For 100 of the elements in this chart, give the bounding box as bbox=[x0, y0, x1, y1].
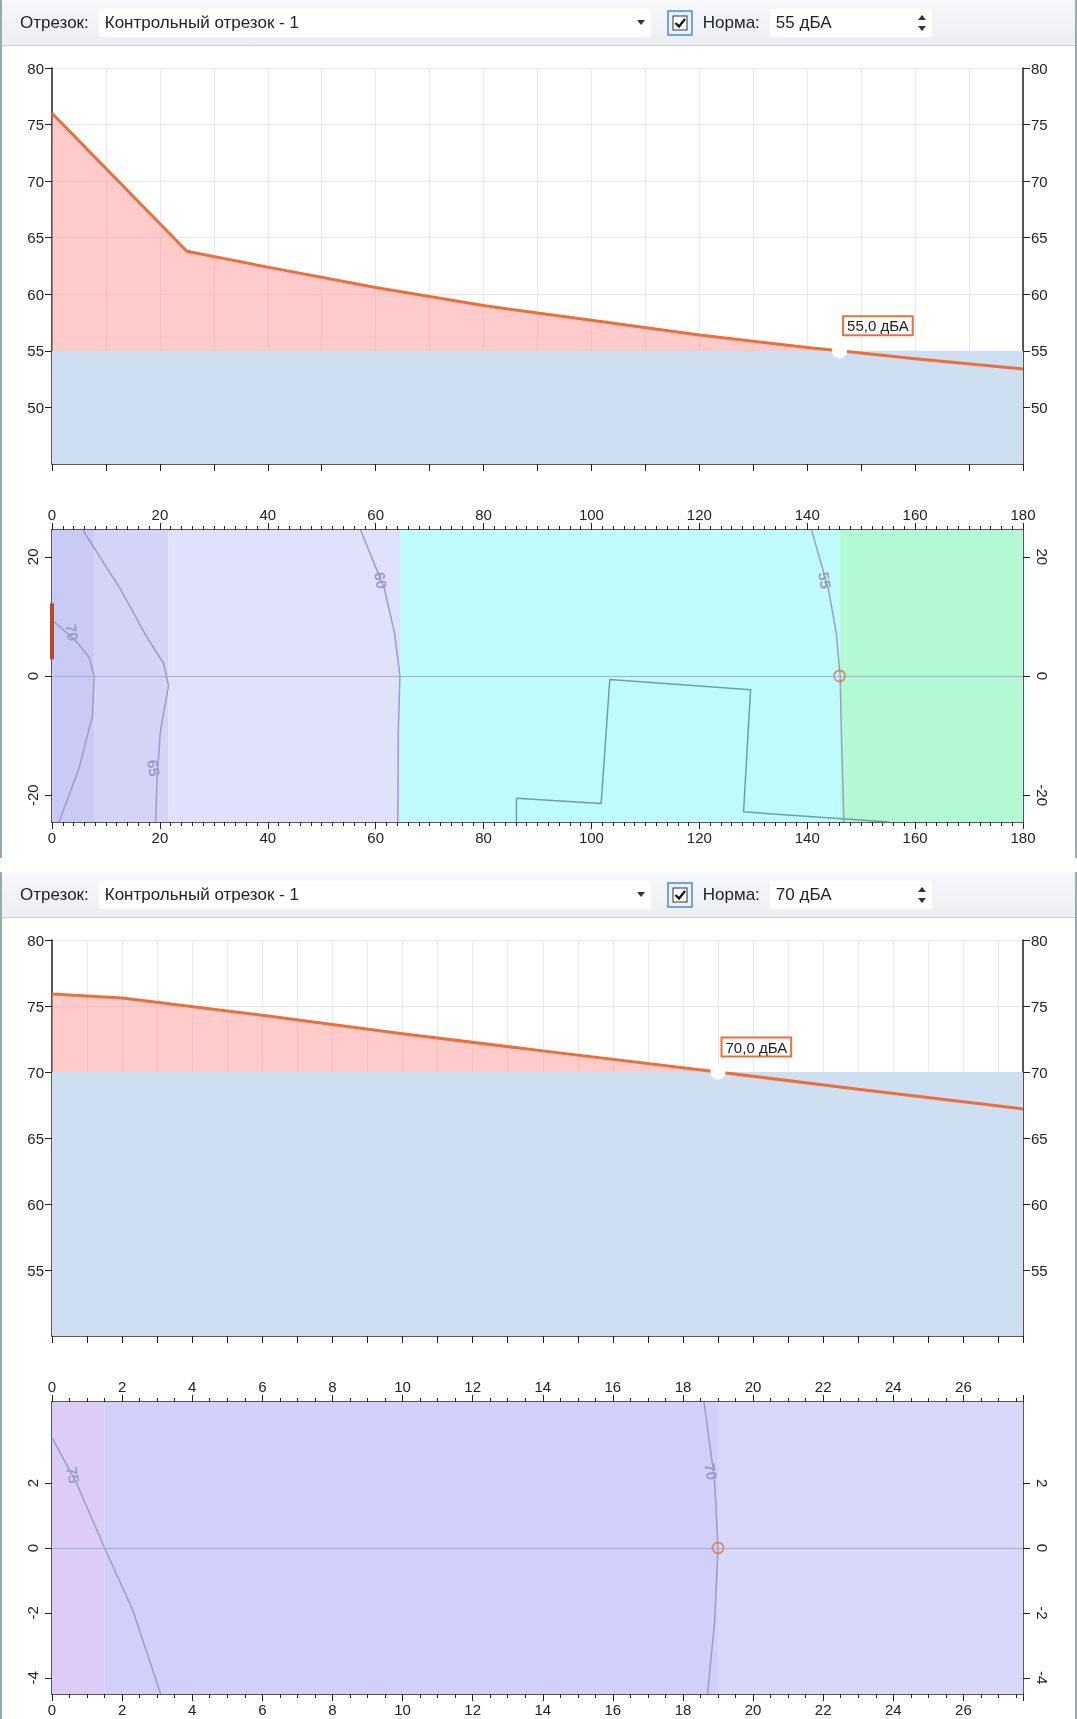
x2-tick-label: 10 bbox=[394, 1378, 411, 1395]
y2-tick-label: 60 bbox=[1031, 285, 1048, 303]
y2-tick-label: -2 bbox=[1034, 1606, 1051, 1620]
y2-tick-label: 70 bbox=[1031, 172, 1048, 190]
line-series bbox=[51, 1436, 162, 1695]
line-series bbox=[515, 678, 890, 823]
x-tick-label: 0 bbox=[47, 1701, 57, 1718]
x2-tick-label: 140 bbox=[794, 506, 820, 523]
x2-tick-label: 8 bbox=[328, 1378, 337, 1395]
x2-tick-label: 4 bbox=[188, 1378, 197, 1395]
x-tick-label: 60 bbox=[367, 829, 385, 846]
y-tick-label: 55 bbox=[27, 342, 44, 360]
x-tick-label: 4 bbox=[188, 1701, 197, 1718]
y2-tick-label: 0 bbox=[1034, 671, 1051, 681]
y-tick-label: 20 bbox=[24, 548, 41, 566]
y2-tick-label: 55 bbox=[1031, 1261, 1048, 1279]
y2-tick-label: 60 bbox=[1031, 1195, 1048, 1213]
x-tick-label: 26 bbox=[955, 1701, 972, 1718]
x2-tick-label: 24 bbox=[884, 1378, 902, 1395]
x2-tick-label: 0 bbox=[47, 506, 57, 523]
y2-tick-label: 50 bbox=[1031, 398, 1048, 416]
y-tick-label: 2 bbox=[24, 1478, 41, 1488]
x2-tick-label: 160 bbox=[902, 506, 928, 523]
x2-tick-label: 100 bbox=[578, 506, 604, 523]
text: Норма: bbox=[701, 884, 761, 905]
x-tick-label: 20 bbox=[151, 829, 169, 846]
x-tick-label: 6 bbox=[258, 1701, 267, 1718]
x-tick-label: 20 bbox=[744, 1701, 762, 1718]
x-tick-label: 16 bbox=[604, 1701, 622, 1718]
text: Отрезок: bbox=[19, 884, 90, 905]
x-tick-label: 12 bbox=[464, 1701, 481, 1718]
y-tick-label: 65 bbox=[27, 229, 44, 247]
x2-tick-label: 26 bbox=[955, 1378, 972, 1395]
y-tick-label: -2 bbox=[24, 1606, 41, 1620]
x-tick-label: 160 bbox=[902, 829, 928, 846]
y2-tick-label: 80 bbox=[1031, 931, 1048, 949]
y-tick-label: -20 bbox=[24, 784, 41, 807]
y2-tick-label: 65 bbox=[1031, 1129, 1048, 1147]
y-tick-label: 0 bbox=[24, 1543, 41, 1553]
x-tick-label: 180 bbox=[1010, 829, 1036, 846]
x-tick-label: 18 bbox=[674, 1701, 692, 1718]
x-tick-label: 8 bbox=[328, 1701, 337, 1718]
x2-tick-label: 20 bbox=[151, 506, 169, 523]
y2-tick-label: 55 bbox=[1031, 342, 1048, 360]
x-tick-label: 100 bbox=[578, 829, 604, 846]
x2-tick-label: 0 bbox=[47, 1378, 57, 1395]
y2-tick-label: 2 bbox=[1034, 1478, 1051, 1488]
text: Контрольный отрезок - 1 bbox=[104, 884, 299, 905]
y-tick-label: 80 bbox=[27, 59, 44, 77]
x2-tick-label: 120 bbox=[686, 506, 712, 523]
x2-tick-label: 2 bbox=[117, 1378, 127, 1395]
line-series bbox=[53, 621, 95, 823]
y2-tick-label: 70 bbox=[1031, 1063, 1048, 1081]
y2-tick-label: 75 bbox=[1031, 997, 1048, 1015]
y-tick-label: 80 bbox=[27, 931, 44, 949]
x2-tick-label: 40 bbox=[259, 506, 277, 523]
x-tick-label: 14 bbox=[534, 1701, 552, 1718]
x2-tick-label: 18 bbox=[674, 1378, 692, 1395]
y-tick-label: 65 bbox=[27, 1129, 44, 1147]
y-tick-label: 55 bbox=[27, 1261, 44, 1279]
line-series bbox=[359, 529, 401, 823]
text: 55 bbox=[814, 570, 835, 590]
y2-tick-label: 80 bbox=[1031, 59, 1048, 77]
text: Норма: bbox=[701, 12, 761, 33]
x2-tick-label: 20 bbox=[744, 1378, 762, 1395]
x2-tick-label: 6 bbox=[258, 1378, 267, 1395]
x2-tick-label: 180 bbox=[1010, 506, 1036, 523]
annotation: 70,0 дБА bbox=[725, 1038, 788, 1056]
x-tick-label: 2 bbox=[117, 1701, 127, 1718]
y-tick-label: 75 bbox=[27, 997, 44, 1015]
x-tick-label: 24 bbox=[884, 1701, 902, 1718]
y-tick-label: 70 bbox=[27, 172, 44, 190]
x2-tick-label: 16 bbox=[604, 1378, 622, 1395]
text: 55 дБА bbox=[775, 12, 832, 33]
x2-tick-label: 12 bbox=[464, 1378, 481, 1395]
y2-tick-label: 65 bbox=[1031, 229, 1048, 247]
x-tick-label: 22 bbox=[814, 1701, 832, 1718]
y2-tick-label: -4 bbox=[1034, 1671, 1051, 1685]
x-tick-label: 80 bbox=[475, 829, 492, 846]
y-tick-label: 50 bbox=[27, 398, 44, 416]
x-tick-label: 120 bbox=[686, 829, 712, 846]
x2-tick-label: 80 bbox=[475, 506, 492, 523]
x2-tick-label: 14 bbox=[534, 1378, 552, 1395]
y-tick-label: -4 bbox=[24, 1671, 41, 1685]
x2-tick-label: 22 bbox=[814, 1378, 832, 1395]
text: Отрезок: bbox=[19, 12, 90, 33]
y-tick-label: 0 bbox=[24, 671, 41, 681]
x-tick-label: 0 bbox=[47, 829, 57, 846]
x-tick-label: 10 bbox=[394, 1701, 411, 1718]
y2-tick-label: 75 bbox=[1031, 116, 1048, 134]
text: Контрольный отрезок - 1 bbox=[104, 12, 299, 33]
line-series bbox=[810, 529, 845, 823]
x-tick-label: 140 bbox=[794, 829, 820, 846]
text: 65 bbox=[143, 758, 164, 778]
x2-tick-label: 60 bbox=[367, 506, 385, 523]
y2-tick-label: 20 bbox=[1034, 548, 1051, 566]
y2-tick-label: 0 bbox=[1034, 1543, 1051, 1553]
y2-tick-label: -20 bbox=[1034, 784, 1051, 807]
y-tick-label: 60 bbox=[27, 285, 44, 303]
annotation: 55,0 дБА bbox=[847, 317, 909, 335]
